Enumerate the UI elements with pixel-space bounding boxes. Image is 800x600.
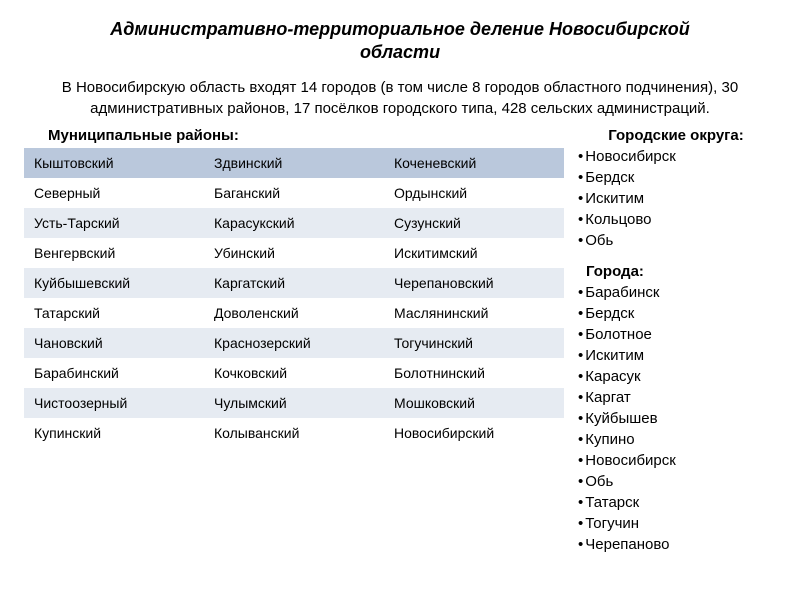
intro-paragraph: В Новосибирскую область входят 14 городо… xyxy=(24,77,776,119)
table-cell: Новосибирский xyxy=(384,418,564,448)
table-cell: Черепановский xyxy=(384,268,564,298)
table-row: Усть-ТарскийКарасукскийСузунский xyxy=(24,208,564,238)
table-cell: Убинский xyxy=(204,238,384,268)
okruga-title: Городские округа: xyxy=(576,125,776,146)
title-line-1: Административно-территориальное деление … xyxy=(110,19,689,39)
table-row: СеверныйБаганскийОрдынский xyxy=(24,178,564,208)
table-cell: Усть-Тарский xyxy=(24,208,204,238)
goroda-title: Города: xyxy=(576,261,776,282)
list-item: Новосибирск xyxy=(578,450,776,471)
okruga-list: НовосибирскБердскИскитимКольцовоОбь xyxy=(576,146,776,251)
list-item: Куйбышев xyxy=(578,408,776,429)
list-item: Искитим xyxy=(578,188,776,209)
table-cell: Чистоозерный xyxy=(24,388,204,418)
table-cell: Венгервский xyxy=(24,238,204,268)
list-item: Болотное xyxy=(578,324,776,345)
list-item: Искитим xyxy=(578,345,776,366)
table-cell: Чулымский xyxy=(204,388,384,418)
table-cell: Купинский xyxy=(24,418,204,448)
table-cell: Доволенский xyxy=(204,298,384,328)
list-item: Обь xyxy=(578,471,776,492)
list-item: Бердск xyxy=(578,303,776,324)
list-item: Карасук xyxy=(578,366,776,387)
table-cell: Чановский xyxy=(24,328,204,358)
table-row: ТатарскийДоволенскийМаслянинский xyxy=(24,298,564,328)
table-cell: Болотнинский xyxy=(384,358,564,388)
right-column: Городские округа: НовосибирскБердскИскит… xyxy=(576,123,776,565)
districts-heading: Муниципальные районы: xyxy=(24,123,564,148)
table-cell: Баганский xyxy=(204,178,384,208)
list-item: Барабинск xyxy=(578,282,776,303)
table-cell: Кочковский xyxy=(204,358,384,388)
table-cell: Колыванский xyxy=(204,418,384,448)
table-row: ЧистоозерныйЧулымскийМошковский xyxy=(24,388,564,418)
list-item: Черепаново xyxy=(578,534,776,555)
table-cell: Искитимский xyxy=(384,238,564,268)
table-cell: Тогучинский xyxy=(384,328,564,358)
table-cell: Сузунский xyxy=(384,208,564,238)
list-item: Кольцово xyxy=(578,209,776,230)
list-item: Новосибирск xyxy=(578,146,776,167)
table-cell: Северный xyxy=(24,178,204,208)
table-cell: Ордынский xyxy=(384,178,564,208)
table-cell: Кыштовский xyxy=(24,148,204,178)
table-cell: Каргатский xyxy=(204,268,384,298)
table-cell: Краснозерский xyxy=(204,328,384,358)
list-item: Тогучин xyxy=(578,513,776,534)
table-row: ВенгервскийУбинскийИскитимский xyxy=(24,238,564,268)
list-item: Обь xyxy=(578,230,776,251)
list-item: Татарск xyxy=(578,492,776,513)
list-item: Купино xyxy=(578,429,776,450)
table-row: КыштовскийЗдвинскийКоченевский xyxy=(24,148,564,178)
list-item: Бердск xyxy=(578,167,776,188)
list-item: Каргат xyxy=(578,387,776,408)
page-title: Административно-территориальное деление … xyxy=(24,18,776,65)
table-cell: Барабинский xyxy=(24,358,204,388)
goroda-list: БарабинскБердскБолотноеИскитимКарасукКар… xyxy=(576,282,776,555)
table-cell: Татарский xyxy=(24,298,204,328)
table-cell: Куйбышевский xyxy=(24,268,204,298)
title-line-2: области xyxy=(360,42,440,62)
table-cell: Здвинский xyxy=(204,148,384,178)
left-column: Муниципальные районы: КыштовскийЗдвински… xyxy=(24,123,564,565)
table-cell: Мошковский xyxy=(384,388,564,418)
table-cell: Карасукский xyxy=(204,208,384,238)
table-row: БарабинскийКочковскийБолотнинский xyxy=(24,358,564,388)
table-row: ЧановскийКраснозерскийТогучинский xyxy=(24,328,564,358)
table-row: КупинскийКолыванскийНовосибирский xyxy=(24,418,564,448)
table-row: КуйбышевскийКаргатскийЧерепановский xyxy=(24,268,564,298)
table-cell: Коченевский xyxy=(384,148,564,178)
table-cell: Маслянинский xyxy=(384,298,564,328)
districts-table: КыштовскийЗдвинскийКоченевскийСеверныйБа… xyxy=(24,148,564,448)
